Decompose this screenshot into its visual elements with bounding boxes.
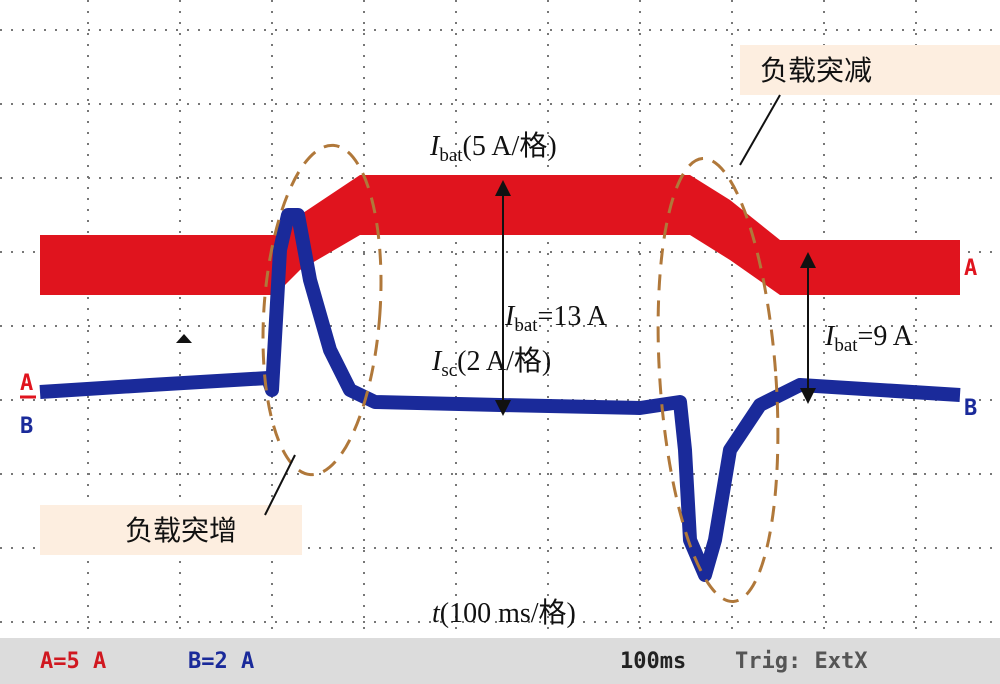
annotation-bg: [40, 505, 302, 555]
trigger-marker: [176, 334, 192, 343]
annotation: 负载突增: [125, 514, 237, 547]
status-item: Trig: ExtX: [735, 649, 867, 674]
label: t(100 ms/格): [432, 597, 576, 629]
callout-line: [739, 94, 781, 166]
label: Ibat(5 A/格): [429, 130, 557, 166]
trace-marker: A: [20, 371, 33, 396]
trace-b: [39, 208, 961, 582]
highlight-rise: [261, 143, 383, 477]
status-item: B=2 A: [188, 649, 254, 674]
trace-a: [40, 175, 960, 295]
annotation-bg: [740, 45, 1000, 95]
status-item: A=5 A: [40, 649, 106, 674]
annotation: 负载突减: [760, 54, 872, 87]
trace-marker: B: [20, 414, 33, 439]
trace-marker: B: [964, 396, 977, 421]
label: Ibat=9 A: [824, 321, 914, 356]
callout-line: [264, 454, 296, 516]
trace-marker: A: [964, 256, 977, 281]
status-item: 100ms: [620, 649, 686, 674]
label: Isc(2 A/格): [431, 345, 551, 381]
status-bar: [0, 638, 1000, 684]
label: Ibat=13 A: [504, 301, 608, 336]
highlight-drop: [656, 157, 780, 603]
